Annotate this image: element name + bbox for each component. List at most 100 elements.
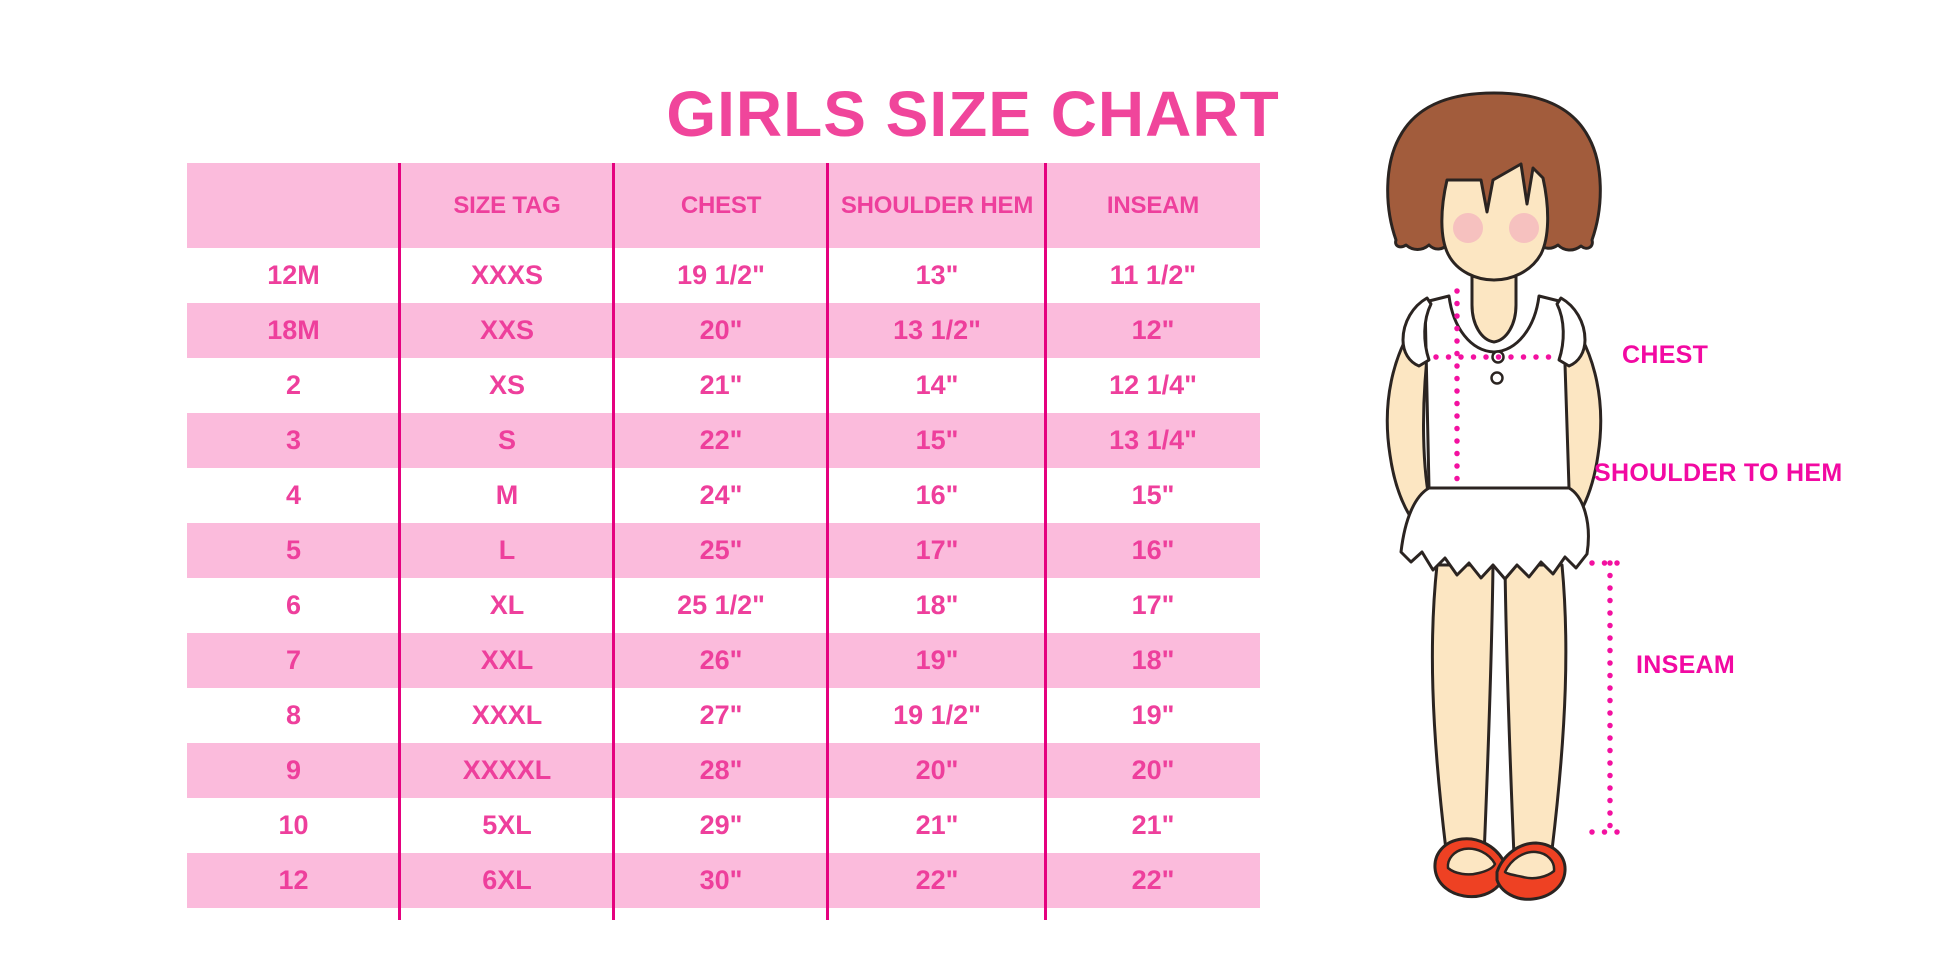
inseam-cell: 13 1/4" [1109,425,1197,455]
shoulder-hem-cell: 21" [915,810,959,840]
chest-cell: 20" [699,315,743,345]
header-cell-inseam: INSEAM [1106,191,1200,219]
chest-measure-label: CHEST [1622,341,1709,369]
chest-cell: 30" [699,865,743,895]
table-row: 12 6XL 30" 22" 22" [187,853,1260,908]
size-cell: 9 [285,755,302,785]
inseam-cell: 12 1/4" [1109,370,1197,400]
table-row: 8 XXXL 27" 19 1/2" 19" [187,688,1260,743]
table-row: 3 S 22" 15" 13 1/4" [187,413,1260,468]
table-column-divider [826,163,829,920]
chest-cell: 27" [699,700,743,730]
shoulder-hem-cell: 19" [915,645,959,675]
page-title: GIRLS SIZE CHART [666,77,1280,150]
shoulder-hem-cell: 19 1/2" [893,700,981,730]
shoulder-hem-cell: 13" [915,260,959,290]
size-tag-cell: 6XL [482,865,532,895]
chest-cell: 22" [699,425,743,455]
size-cell: 8 [285,700,302,730]
chest-cell: 26" [699,645,743,675]
inseam-cell: 11 1/2" [1109,260,1197,290]
chest-cell: 24" [699,480,743,510]
inseam-cell: 18" [1131,645,1175,675]
header-cell-size-tag: SIZE TAG [453,191,561,219]
size-tag-cell: XXXL [471,700,543,730]
chest-cell: 29" [699,810,743,840]
size-tag-cell: XXL [480,645,534,675]
size-cell: 6 [285,590,302,620]
size-cell: 12M [267,260,320,290]
size-cell: 4 [285,480,302,510]
table-row: 18M XXS 20" 13 1/2" 12" [187,303,1260,358]
inseam-cell: 19" [1131,700,1175,730]
size-tag-cell: XXS [479,315,535,345]
header-cell-chest: CHEST [680,191,762,219]
chest-cell: 25 1/2" [677,590,765,620]
right-blush [1509,213,1539,243]
measurement-figure: CHEST SHOULDER TO HEM INSEAM [1335,60,1925,960]
table-row: 6 XL 25 1/2" 18" 17" [187,578,1260,633]
girl-left-leg [1430,563,1495,858]
size-tag-cell: 5XL [482,810,532,840]
table-header-row: SIZE TAG CHEST SHOULDER HEM INSEAM [187,163,1260,248]
shoulder-hem-cell: 16" [915,480,959,510]
size-cell: 7 [285,645,302,675]
left-shoe-opening [1446,847,1497,876]
table-row: 12M XXXS 19 1/2" 13" 11 1/2" [187,248,1260,303]
size-tag-cell: M [495,480,519,510]
table-row: 10 5XL 29" 21" 21" [187,798,1260,853]
header-cell-blank [187,163,400,248]
size-cell: 10 [278,810,309,840]
inseam-measure-label: INSEAM [1636,651,1736,679]
inseam-cell: 20" [1131,755,1175,785]
bottom-button [1490,371,1504,385]
table-column-divider [1044,163,1047,920]
size-cell: 3 [285,425,302,455]
inseam-cell: 17" [1131,590,1175,620]
table-row: 4 M 24" 16" 15" [187,468,1260,523]
size-tag-cell: XXXS [470,260,544,290]
table-row: 5 L 25" 17" 16" [187,523,1260,578]
shoulder-hem-cell: 14" [915,370,959,400]
inseam-cell: 21" [1131,810,1175,840]
chest-cell: 28" [699,755,743,785]
shoulder-hem-cell: 17" [915,535,959,565]
table-column-divider [398,163,401,920]
girl-skirt [1399,486,1590,581]
size-tag-cell: XS [488,370,526,400]
size-tag-cell: XL [489,590,525,620]
header-cell-shoulder-hem: SHOULDER HEM [840,191,1034,219]
girl-right-leg [1503,563,1568,858]
chest-cell: 21" [699,370,743,400]
girl-face [1440,162,1550,282]
left-ruffle-sleeve [1401,296,1433,368]
inseam-cell: 22" [1131,865,1175,895]
inseam-cell: 12" [1131,315,1175,345]
size-tag-cell: L [498,535,516,565]
inseam-cell: 15" [1131,480,1175,510]
shoulder-hem-cell: 15" [915,425,959,455]
size-cell: 18M [267,315,320,345]
girl-illustration [1385,91,1631,901]
chest-cell: 25" [699,535,743,565]
left-blush [1453,213,1483,243]
shoulder-hem-cell: 18" [915,590,959,620]
inseam-cell: 16" [1131,535,1175,565]
shoulder-to-hem-measure-label: SHOULDER TO HEM [1594,459,1843,487]
table-column-divider [612,163,615,920]
shoulder-hem-cell: 22" [915,865,959,895]
right-shoe-opening [1503,850,1556,880]
size-table: SIZE TAG CHEST SHOULDER HEM INSEAM 12M X… [187,163,1260,920]
table-row: 9 XXXXL 28" 20" 20" [187,743,1260,798]
chest-cell: 19 1/2" [677,260,765,290]
shoulder-hem-cell: 13 1/2" [893,315,981,345]
shoulder-hem-cell: 20" [915,755,959,785]
size-cell: 2 [285,370,302,400]
size-cell: 12 [278,865,309,895]
size-tag-cell: XXXXL [462,755,552,785]
table-row: 2 XS 21" 14" 12 1/4" [187,358,1260,413]
table-row: 7 XXL 26" 19" 18" [187,633,1260,688]
right-ruffle-sleeve [1555,296,1587,368]
size-tag-cell: S [497,425,516,455]
